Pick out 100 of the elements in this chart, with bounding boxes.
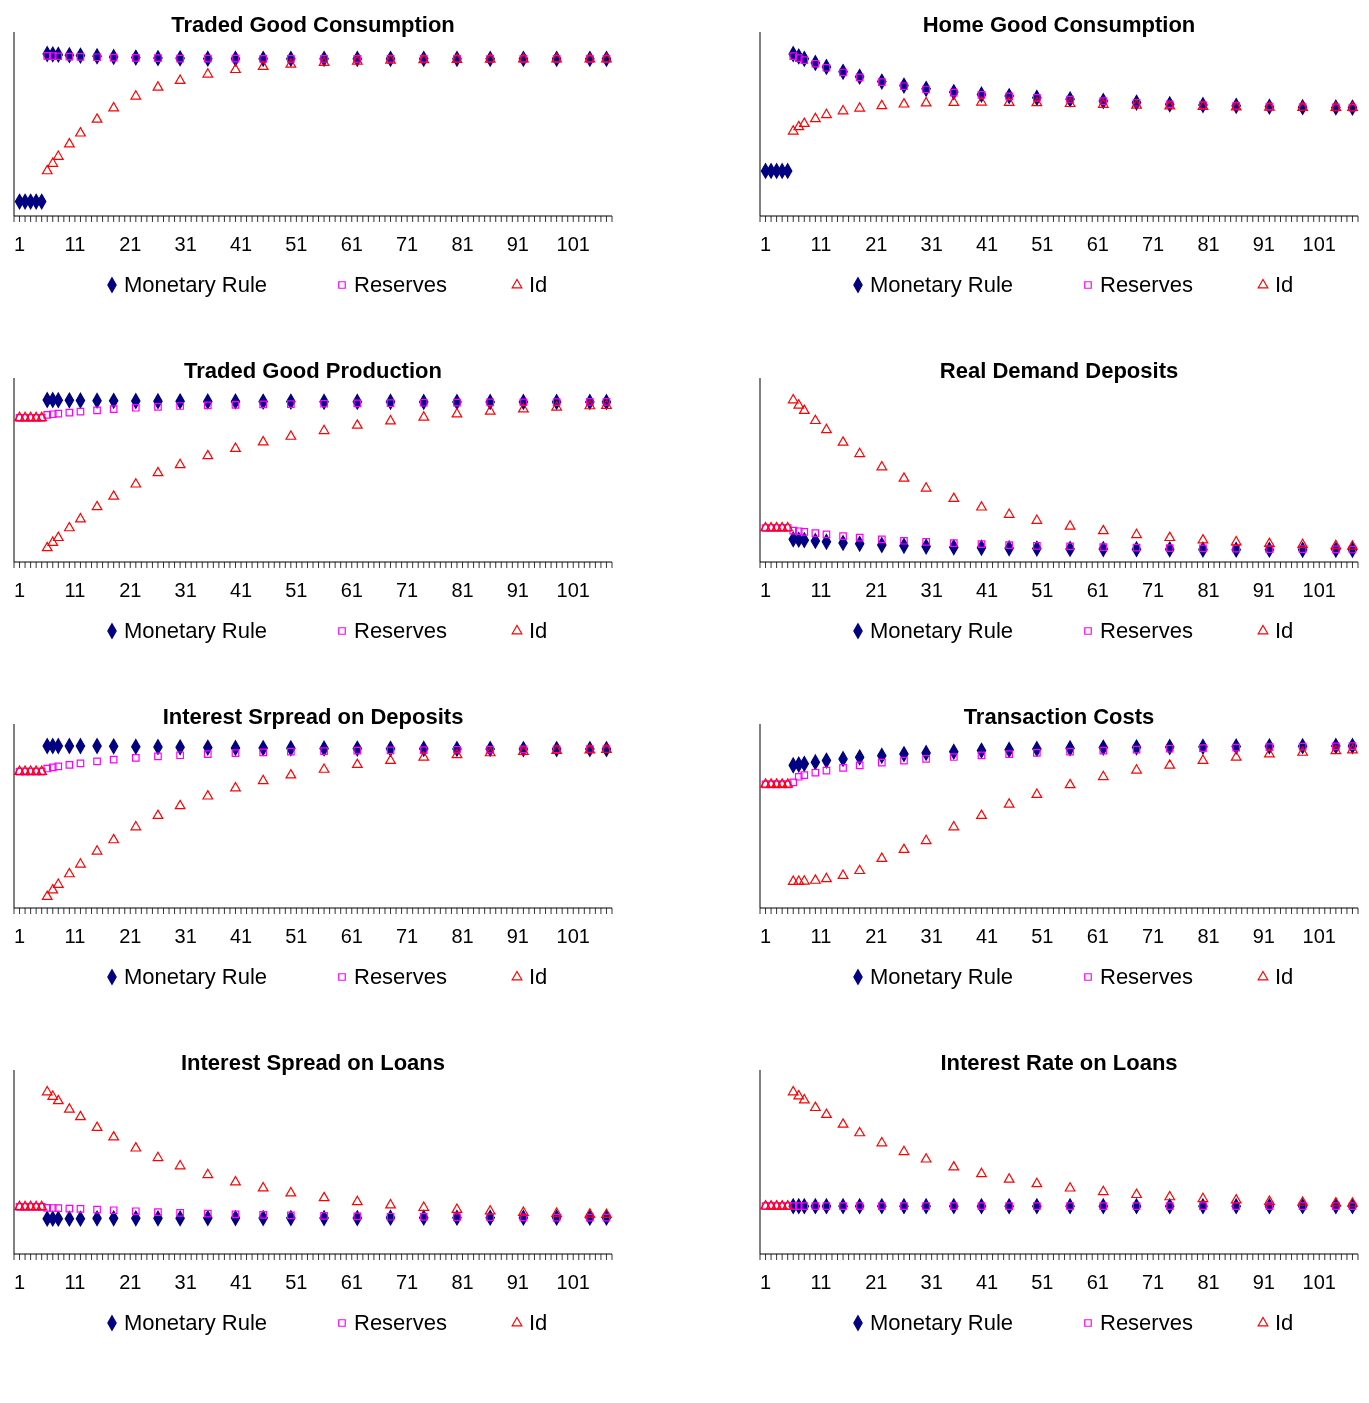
legend-label: Monetary Rule (124, 272, 268, 297)
legend-label: Id (529, 618, 548, 643)
x-tick-label: 101 (1302, 579, 1336, 601)
legend-label: Id (529, 1310, 548, 1335)
x-tick-label: 11 (810, 1271, 832, 1293)
x-tick-label: 61 (1086, 233, 1109, 255)
x-tick-label: 81 (1197, 1271, 1220, 1293)
x-tick-label: 11 (64, 925, 86, 947)
x-tick-label: 101 (556, 233, 590, 255)
x-tick-label: 31 (174, 579, 197, 601)
legend-label: Monetary Rule (870, 272, 1014, 297)
x-tick-label: 41 (975, 925, 999, 947)
x-tick-label: 41 (975, 233, 999, 255)
chart-title: Interest Rate on Loans (940, 1050, 1178, 1075)
legend-label: Monetary Rule (124, 618, 268, 643)
x-tick-label: 71 (1142, 579, 1165, 601)
x-tick-label: 21 (119, 233, 142, 255)
x-tick-label: 81 (451, 233, 474, 255)
x-tick-label: 51 (285, 579, 308, 601)
legend-label: Id (1275, 1310, 1294, 1335)
x-tick-label: 61 (1086, 925, 1109, 947)
x-tick-label: 31 (920, 925, 943, 947)
legend-label: Id (1275, 964, 1294, 989)
x-tick-label: 61 (340, 579, 363, 601)
x-tick-label: 71 (396, 1271, 419, 1293)
x-tick-label: 51 (285, 1271, 308, 1293)
legend-label: Id (1275, 618, 1294, 643)
legend-label: Id (529, 272, 548, 297)
legend-label: Monetary Rule (124, 1310, 268, 1335)
x-tick-label: 21 (865, 233, 888, 255)
x-tick-label: 1 (13, 1271, 26, 1293)
x-tick-label: 91 (506, 579, 529, 601)
x-tick-label: 81 (1197, 233, 1220, 255)
x-tick-label: 31 (174, 233, 197, 255)
x-tick-label: 11 (810, 579, 832, 601)
chart-title: Traded Good Production (184, 358, 442, 383)
x-tick-label: 31 (920, 233, 943, 255)
x-tick-label: 41 (229, 233, 253, 255)
x-tick-label: 51 (285, 233, 308, 255)
x-tick-label: 31 (920, 1271, 943, 1293)
legend-label: Id (1275, 272, 1294, 297)
x-tick-label: 71 (396, 925, 419, 947)
x-tick-label: 91 (506, 233, 529, 255)
legend-label: Reserves (1100, 272, 1193, 297)
x-tick-label: 71 (1142, 925, 1165, 947)
x-tick-label: 81 (1197, 925, 1220, 947)
x-tick-label: 1 (759, 925, 772, 947)
legend-label: Monetary Rule (870, 1310, 1014, 1335)
x-tick-label: 41 (229, 579, 253, 601)
x-tick-label: 11 (810, 233, 832, 255)
x-tick-label: 21 (865, 579, 888, 601)
x-tick-label: 1 (13, 579, 26, 601)
x-tick-label: 61 (1086, 579, 1109, 601)
x-tick-label: 21 (119, 579, 142, 601)
chart-title: Traded Good Consumption (171, 12, 455, 37)
x-tick-label: 11 (64, 1271, 86, 1293)
chart-title: Interest Srpread on Deposits (162, 704, 464, 729)
x-tick-label: 51 (285, 925, 308, 947)
x-tick-label: 11 (64, 233, 86, 255)
x-tick-label: 1 (759, 579, 772, 601)
x-tick-label: 1 (759, 233, 772, 255)
legend-label: Reserves (354, 964, 447, 989)
x-tick-label: 91 (1252, 233, 1275, 255)
x-tick-label: 31 (174, 1271, 197, 1293)
x-tick-label: 21 (865, 925, 888, 947)
x-tick-label: 61 (340, 925, 363, 947)
x-tick-label: 31 (174, 925, 197, 947)
x-tick-label: 1 (13, 233, 26, 255)
x-tick-label: 41 (975, 1271, 999, 1293)
legend-label: Reserves (1100, 618, 1193, 643)
x-tick-label: 11 (64, 579, 86, 601)
x-tick-label: 81 (451, 925, 474, 947)
x-tick-label: 61 (340, 1271, 363, 1293)
x-tick-label: 91 (506, 1271, 529, 1293)
x-tick-label: 21 (119, 1271, 142, 1293)
x-tick-label: 81 (451, 1271, 474, 1293)
legend-label: Id (529, 964, 548, 989)
chart-title: Home Good Consumption (922, 12, 1196, 37)
x-tick-label: 101 (1302, 233, 1336, 255)
x-tick-label: 1 (13, 925, 26, 947)
x-tick-label: 91 (506, 925, 529, 947)
legend-label: Monetary Rule (870, 618, 1014, 643)
legend-label: Reserves (1100, 1310, 1193, 1335)
legend-label: Monetary Rule (870, 964, 1014, 989)
x-tick-label: 1 (759, 1271, 772, 1293)
x-tick-label: 91 (1252, 579, 1275, 601)
x-tick-label: 51 (1031, 579, 1054, 601)
x-tick-label: 21 (865, 1271, 888, 1293)
chart-title: Transaction Costs (963, 704, 1155, 729)
x-tick-label: 41 (229, 925, 253, 947)
x-tick-label: 51 (1031, 233, 1054, 255)
x-tick-label: 11 (810, 925, 832, 947)
x-tick-label: 71 (396, 579, 419, 601)
x-tick-label: 41 (229, 1271, 253, 1293)
x-tick-label: 101 (556, 579, 590, 601)
legend-label: Reserves (354, 1310, 447, 1335)
x-tick-label: 61 (340, 233, 363, 255)
x-tick-label: 51 (1031, 1271, 1054, 1293)
legend-label: Monetary Rule (124, 964, 268, 989)
x-tick-label: 61 (1086, 1271, 1109, 1293)
